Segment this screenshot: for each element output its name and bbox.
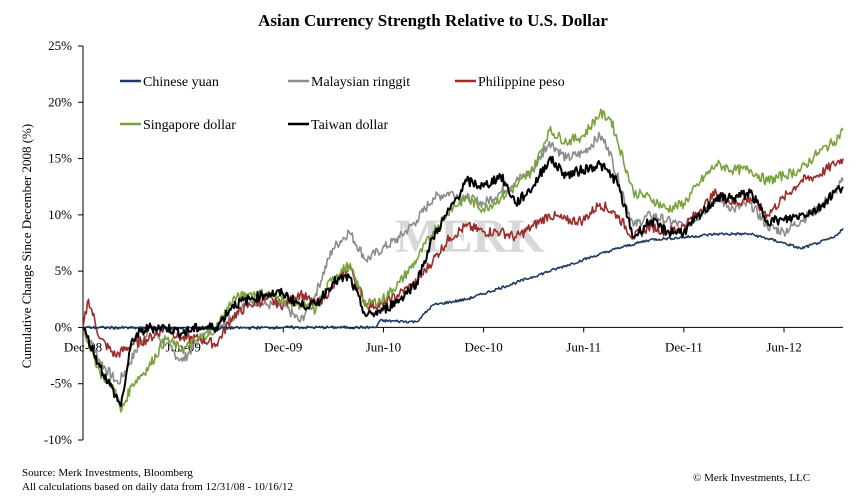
y-tick-label: 5% <box>55 263 73 278</box>
series-layer <box>82 108 844 413</box>
x-tick-label: Jun-11 <box>566 339 601 354</box>
y-tick-label: 20% <box>48 94 72 109</box>
y-tick-label: 15% <box>48 151 72 166</box>
axes: -10%-5%0%5%10%15%20%25%Dec-08 Jun-09 Dec-0… <box>44 38 843 447</box>
series-line-philippine-peso <box>82 158 844 358</box>
calculation-note: All calculations based on daily data fro… <box>22 481 293 493</box>
chart-title: Asian Currency Strength Relative to U.S.… <box>258 11 608 30</box>
y-tick-label: -10% <box>44 432 72 447</box>
series-line-taiwan-dollar <box>82 155 844 408</box>
legend-label: Taiwan dollar <box>311 118 388 133</box>
x-tick-label: Jun-12 <box>766 339 801 354</box>
y-tick-label: 0% <box>55 319 73 334</box>
series-line-singapore-dollar <box>82 108 844 413</box>
y-tick-label: -5% <box>50 376 72 391</box>
legend-label: Malaysian ringgit <box>311 75 410 90</box>
legend: Chinese yuan Malaysian ringgit Philippine … <box>120 75 565 133</box>
copyright-note: © Merk Investments, LLC <box>693 472 811 484</box>
legend-label: Singapore dollar <box>143 118 236 133</box>
legend-label: Philippine peso <box>478 75 565 90</box>
watermark-text: MERK <box>395 210 544 263</box>
x-tick-label: Dec-11 <box>665 339 703 354</box>
watermark-logo: MERK <box>395 210 544 263</box>
y-tick-label: 10% <box>48 207 72 222</box>
x-tick-label: Jun-10 <box>366 339 401 354</box>
source-note: Source: Merk Investments, Bloomberg <box>22 467 193 479</box>
y-axis-label: Cumulative Change Since December 2008 (%… <box>19 124 34 368</box>
x-tick-label: Dec-09 <box>264 339 302 354</box>
legend-label: Chinese yuan <box>143 75 219 90</box>
y-tick-label: 25% <box>48 38 72 53</box>
x-tick-label: Dec-10 <box>464 339 502 354</box>
